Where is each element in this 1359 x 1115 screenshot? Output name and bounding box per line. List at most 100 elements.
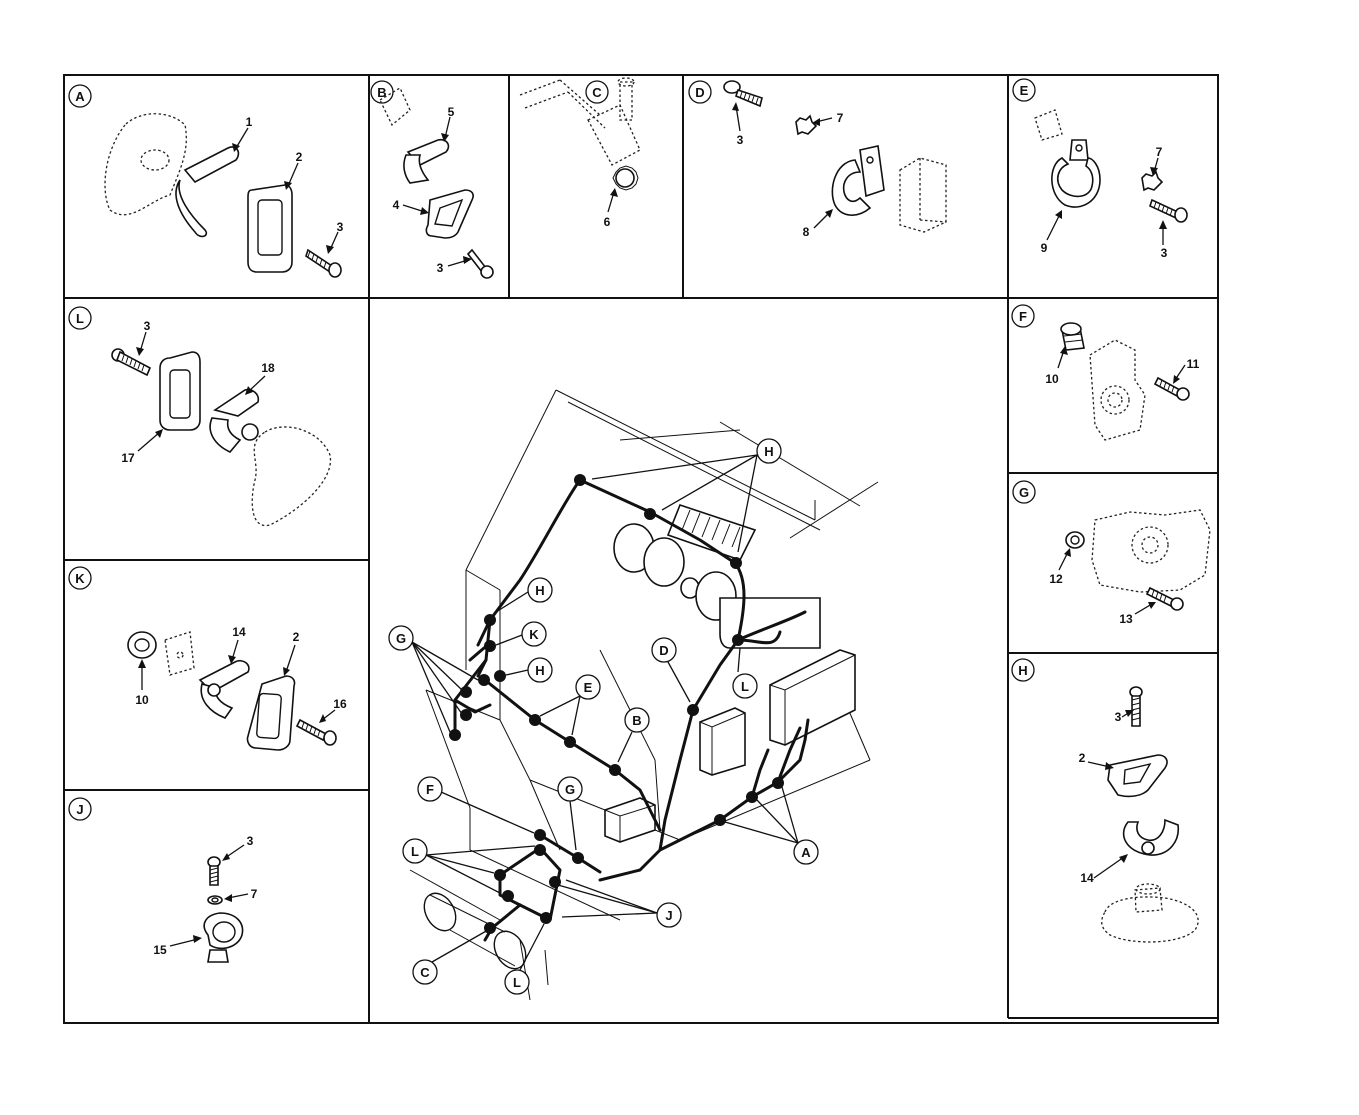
svg-text:5: 5 bbox=[448, 105, 455, 119]
svg-text:10: 10 bbox=[135, 693, 149, 707]
panel-L-parts: 3 18 17 bbox=[111, 319, 332, 527]
svg-text:K: K bbox=[75, 571, 85, 586]
svg-text:7: 7 bbox=[251, 887, 258, 901]
svg-text:1: 1 bbox=[246, 115, 253, 129]
panel-badge-L: L bbox=[68, 306, 92, 330]
svg-text:J: J bbox=[76, 802, 83, 817]
svg-text:G: G bbox=[565, 782, 575, 797]
svg-text:H: H bbox=[535, 663, 544, 678]
svg-text:H: H bbox=[764, 444, 773, 459]
main-callout-K: K bbox=[495, 621, 547, 647]
panel-F-parts: 10 11 bbox=[1045, 322, 1200, 441]
main-callout-F: F bbox=[417, 776, 535, 834]
svg-text:E: E bbox=[1020, 83, 1029, 98]
svg-text:12: 12 bbox=[1049, 572, 1063, 586]
svg-text:14: 14 bbox=[1080, 871, 1094, 885]
svg-text:3: 3 bbox=[144, 319, 151, 333]
svg-text:F: F bbox=[426, 782, 434, 797]
main-callout-L-right: L bbox=[732, 647, 758, 699]
main-callout-H-left1: H bbox=[495, 577, 553, 613]
main-callout-A: A bbox=[724, 786, 819, 865]
main-callout-J: J bbox=[557, 879, 682, 928]
panel-badge-D: D bbox=[688, 80, 712, 104]
main-callout-G-low: G bbox=[557, 776, 583, 851]
panel-frames bbox=[63, 74, 1219, 1024]
panel-badge-H: H bbox=[1011, 658, 1035, 682]
svg-text:16: 16 bbox=[333, 697, 347, 711]
svg-text:L: L bbox=[76, 311, 84, 326]
instrument-cluster bbox=[613, 504, 757, 621]
svg-text:2: 2 bbox=[296, 150, 303, 164]
vehicle-outline bbox=[409, 389, 879, 1001]
svg-text:A: A bbox=[75, 89, 85, 104]
svg-text:14: 14 bbox=[232, 625, 246, 639]
svg-text:6: 6 bbox=[604, 215, 611, 229]
svg-text:7: 7 bbox=[1156, 145, 1163, 159]
svg-text:7: 7 bbox=[837, 111, 844, 125]
panel-D-parts: 3 7 8 bbox=[723, 80, 947, 239]
svg-text:3: 3 bbox=[1115, 710, 1122, 724]
panel-badge-K: K bbox=[68, 566, 92, 590]
svg-text:11: 11 bbox=[1187, 357, 1200, 371]
svg-text:3: 3 bbox=[337, 220, 344, 234]
main-callout-H-top: H bbox=[591, 438, 782, 553]
svg-text:G: G bbox=[396, 631, 406, 646]
svg-text:D: D bbox=[695, 85, 704, 100]
svg-text:17: 17 bbox=[121, 451, 135, 465]
main-callout-L-bottom: L bbox=[504, 923, 545, 995]
svg-text:B: B bbox=[632, 713, 641, 728]
panel-badge-E: E bbox=[1012, 78, 1036, 102]
main-callout-L-left: L bbox=[402, 838, 536, 894]
svg-text:A: A bbox=[801, 845, 811, 860]
panel-H-parts: 3 2 14 bbox=[1079, 686, 1199, 943]
main-callout-H-left2: H bbox=[505, 657, 553, 683]
svg-text:3: 3 bbox=[437, 261, 444, 275]
main-callout-B: B bbox=[617, 707, 650, 763]
harness-clip-dots bbox=[449, 474, 784, 934]
panel-badge-C: C bbox=[585, 80, 609, 104]
svg-text:F: F bbox=[1019, 309, 1027, 324]
svg-text:2: 2 bbox=[1079, 751, 1086, 765]
panel-J-parts: 3 7 15 bbox=[153, 834, 258, 963]
panel-A-parts: 1 2 3 bbox=[104, 113, 344, 278]
svg-text:L: L bbox=[411, 844, 419, 859]
svg-text:9: 9 bbox=[1041, 241, 1048, 255]
panel-badge-B: B bbox=[370, 80, 394, 104]
svg-text:G: G bbox=[1019, 485, 1029, 500]
panel-B-parts: 5 4 3 bbox=[379, 87, 494, 279]
main-callout-C: C bbox=[412, 929, 489, 985]
svg-text:D: D bbox=[659, 643, 668, 658]
svg-text:C: C bbox=[420, 965, 430, 980]
main-callout-E: E bbox=[539, 674, 601, 736]
svg-text:3: 3 bbox=[247, 834, 254, 848]
svg-text:J: J bbox=[665, 908, 672, 923]
svg-text:L: L bbox=[513, 975, 521, 990]
svg-text:H: H bbox=[535, 583, 544, 598]
panel-badge-F: F bbox=[1011, 304, 1035, 328]
svg-text:K: K bbox=[529, 627, 539, 642]
svg-text:E: E bbox=[584, 680, 593, 695]
svg-text:3: 3 bbox=[737, 133, 744, 147]
svg-text:C: C bbox=[592, 85, 602, 100]
svg-text:8: 8 bbox=[803, 225, 810, 239]
svg-text:18: 18 bbox=[261, 361, 275, 375]
svg-text:4: 4 bbox=[393, 198, 400, 212]
panel-K-parts: 14 2 10 16 bbox=[127, 625, 347, 751]
svg-text:2: 2 bbox=[293, 630, 300, 644]
svg-text:13: 13 bbox=[1119, 612, 1133, 626]
svg-text:3: 3 bbox=[1161, 246, 1168, 260]
main-callout-G-left: G bbox=[388, 625, 479, 733]
svg-text:15: 15 bbox=[153, 943, 167, 957]
panel-badge-J: J bbox=[68, 797, 92, 821]
svg-text:10: 10 bbox=[1045, 372, 1059, 386]
panel-badge-A: A bbox=[68, 84, 92, 108]
svg-text:H: H bbox=[1018, 663, 1027, 678]
panel-E-parts: 7 9 3 bbox=[1034, 109, 1188, 260]
panel-G-parts: 12 13 bbox=[1049, 509, 1211, 626]
panel-badge-G: G bbox=[1012, 480, 1036, 504]
panel-C-parts: 6 bbox=[519, 77, 641, 229]
main-callout-D: D bbox=[651, 637, 691, 703]
svg-text:B: B bbox=[377, 85, 386, 100]
svg-text:L: L bbox=[741, 679, 749, 694]
